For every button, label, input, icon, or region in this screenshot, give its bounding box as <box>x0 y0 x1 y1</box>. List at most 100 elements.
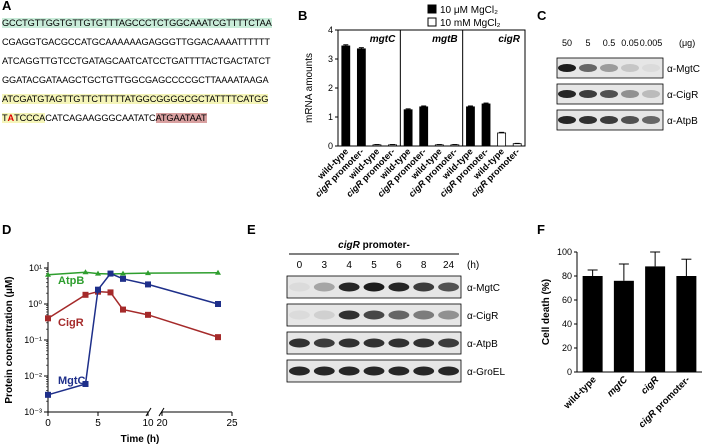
amount-label: 5 <box>585 38 590 48</box>
blot-band <box>313 338 335 348</box>
blot-row-label: α-GroEL <box>467 367 505 378</box>
blot-band <box>438 338 459 348</box>
blot-band <box>579 64 597 72</box>
legend-swatch <box>427 17 437 27</box>
axis-break <box>145 407 152 417</box>
blot-band <box>600 90 618 98</box>
y-axis-label: Protein concentration (μM) <box>4 276 15 403</box>
bar <box>512 143 522 147</box>
data-point <box>82 291 89 298</box>
blot-row-label: α-CigR <box>667 90 698 101</box>
data-point <box>107 289 114 296</box>
bar <box>466 106 475 147</box>
y-tick-label: 10⁻³ <box>24 407 42 417</box>
blot-band <box>621 64 639 72</box>
y-axis-label: mRNA amounts <box>304 53 315 123</box>
sequence-mutation-letter: A <box>7 113 15 123</box>
blot-band <box>621 116 639 124</box>
y-tick-label: 0 <box>328 141 333 151</box>
blot-band <box>438 310 459 320</box>
legend-swatch <box>427 4 437 14</box>
blot-e: cigR promoter- 0 3 4 5 6 8 24 (h) α-MgtC α-CigR α-A… <box>286 240 505 383</box>
blot-strip <box>556 57 664 79</box>
series-label-mgtc: MgtC <box>58 375 86 387</box>
blot-band <box>289 310 310 320</box>
data-point <box>82 269 89 275</box>
blot-band <box>388 282 410 292</box>
x-tick-label: mgtC <box>605 374 630 399</box>
x-tick-label: cigR <box>639 374 661 396</box>
blot-band <box>438 366 459 376</box>
data-point <box>120 270 126 276</box>
x-tick-label: 0 <box>45 418 51 429</box>
y-tick-label: 10⁰ <box>28 299 42 309</box>
data-point <box>145 311 151 318</box>
legend-label: 10 mM MgCl₂ <box>440 18 501 29</box>
y-tick-label: 60 <box>562 295 572 305</box>
bar <box>356 48 366 147</box>
amount-label: 50 <box>562 38 572 48</box>
bar <box>341 45 351 147</box>
y-tick-label: 2 <box>328 83 333 93</box>
panel-label-d: D <box>2 222 12 237</box>
time-label: 5 <box>371 260 377 271</box>
time-label: 0 <box>297 260 303 271</box>
blot-band <box>558 64 576 72</box>
x-tick-label: 25 <box>226 418 238 429</box>
time-label: 6 <box>396 260 402 271</box>
legend-label: 10 μM MgCl₂ <box>440 5 498 16</box>
y-tick-label: 20 <box>562 343 572 353</box>
series-label-cigr: CigR <box>58 317 84 329</box>
blot-row-label: α-CigR <box>467 311 498 322</box>
bar <box>481 103 491 147</box>
bar <box>613 280 634 372</box>
blot-band <box>363 366 385 376</box>
blot-band <box>600 64 618 72</box>
blot-band <box>413 366 435 376</box>
panel-label-f: F <box>537 222 545 237</box>
time-label: 8 <box>421 260 427 271</box>
sequence-line-2: CGAGGTGACGCCATGCAAAAAAGAGGGTTGGACAAAATTT… <box>2 37 270 47</box>
bar <box>676 276 697 372</box>
series-label-atpb: AtpB <box>58 275 84 287</box>
data-point <box>215 301 221 307</box>
blot-c: 50 5 0.5 0.05 0.005 (μg) α-MgtC α-CigR α-AtpB <box>556 38 700 131</box>
blot-band <box>438 282 459 292</box>
sequence-line-5: ATCGATGTAGTTGTTCTTTTTATGGCGGGGCGCTATTTTC… <box>2 94 269 104</box>
data-point <box>145 281 151 288</box>
y-tick-label: 4 <box>328 25 333 35</box>
blot-band <box>413 310 435 320</box>
data-point <box>107 270 114 277</box>
blot-title: cigR promoter- <box>338 240 410 251</box>
amount-label: 0.005 <box>640 38 663 48</box>
data-point <box>45 391 51 398</box>
blot-band <box>413 338 435 348</box>
cell-death-bar-chart: 0 20 40 60 80 100 Cell death (%) wild-type mgtC c… <box>541 247 702 430</box>
group-label-mgtB: mgtB <box>432 34 458 45</box>
data-point <box>45 315 51 322</box>
time-unit: (h) <box>467 260 479 271</box>
blot-row-label: α-AtpB <box>667 116 698 127</box>
x-tick-label: 5 <box>95 418 101 429</box>
blot-band <box>413 282 435 292</box>
blot-band <box>579 90 597 98</box>
blot-band <box>579 116 597 124</box>
blot-band <box>338 366 360 376</box>
promoter-sequence: GCCTGTTGGTGTTGTGTTTAGCCCTCTGGCAAATCGTTTT… <box>2 14 302 128</box>
y-tick-label: 10¹ <box>29 263 42 273</box>
sequence-line-6-c: TCCCA <box>14 113 46 123</box>
protein-line-chart: 10⁻³ 10⁻² 10⁻¹ 10⁰ 10¹ Protein concentration … <box>4 262 238 445</box>
time-label: 3 <box>322 260 328 271</box>
bar <box>403 109 413 147</box>
y-tick-label: 10⁻¹ <box>24 335 42 345</box>
y-tick-label: 40 <box>562 319 572 329</box>
bar <box>582 276 603 372</box>
blot-row-label: α-MgtC <box>667 64 700 75</box>
start-codon-region: ATGAATAAT <box>155 113 207 123</box>
panel-label-b: B <box>298 8 308 23</box>
blot-band <box>338 310 360 320</box>
blot-band <box>388 366 410 376</box>
amount-unit: (μg) <box>679 38 695 48</box>
blot-band <box>313 310 335 320</box>
